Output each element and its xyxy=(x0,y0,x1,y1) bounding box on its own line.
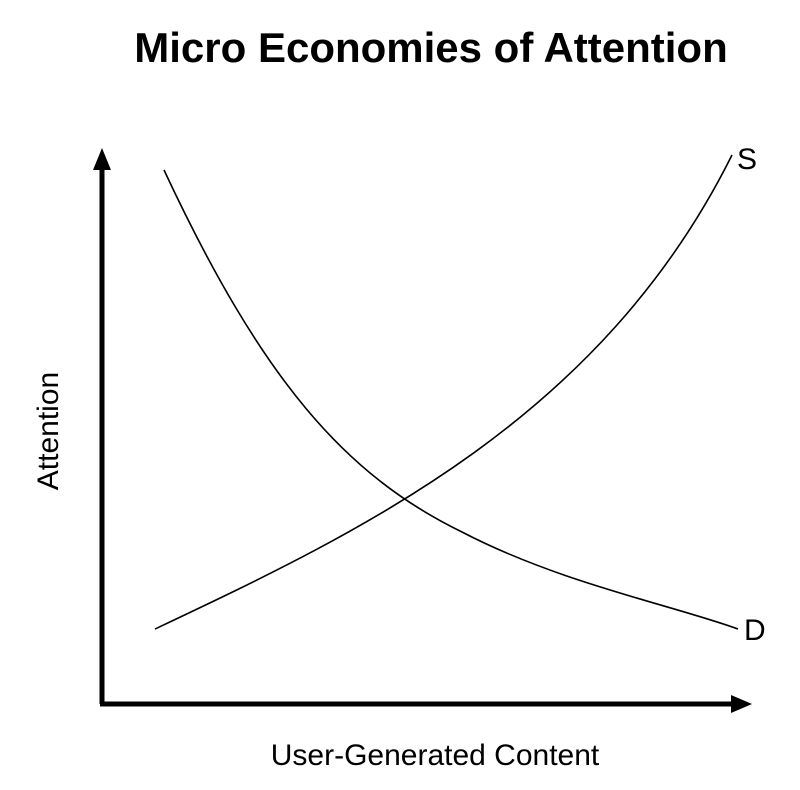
y-axis-arrowhead xyxy=(93,148,111,170)
x-axis-label: User-Generated Content xyxy=(271,739,600,772)
chart-title: Micro Economies of Attention xyxy=(134,24,727,71)
y-axis xyxy=(93,148,111,704)
y-axis-label: Attention xyxy=(32,372,65,490)
supply-curve-label: S xyxy=(737,143,757,176)
supply-curve xyxy=(154,154,733,630)
x-axis xyxy=(100,695,752,713)
demand-curve xyxy=(163,169,739,630)
demand-curve-label: D xyxy=(744,614,766,647)
x-axis-arrowhead xyxy=(731,695,752,713)
